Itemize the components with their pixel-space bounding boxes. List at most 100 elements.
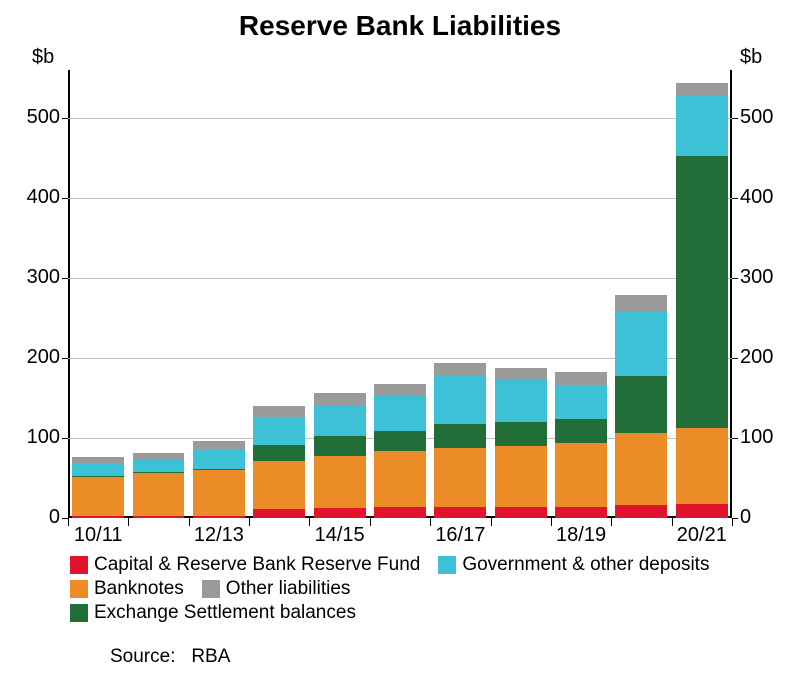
xtick-mark bbox=[491, 518, 492, 526]
bar-segment-other bbox=[555, 372, 607, 385]
ytick-mark bbox=[62, 438, 68, 439]
bar-segment-capital bbox=[314, 508, 366, 518]
bar-segment-gov bbox=[253, 417, 305, 445]
bar-segment-es bbox=[253, 445, 305, 461]
axis-line-right bbox=[730, 70, 732, 518]
legend-swatch bbox=[202, 580, 220, 598]
ytick-right: 0 bbox=[740, 506, 751, 529]
bar-segment-other bbox=[615, 295, 667, 312]
axis-line-left bbox=[68, 70, 70, 518]
bar-segment-other bbox=[676, 83, 728, 97]
bar-segment-banknotes bbox=[133, 473, 185, 516]
ytick-left: 400 bbox=[10, 186, 60, 209]
bar-segment-capital bbox=[253, 509, 305, 518]
bar bbox=[72, 70, 124, 518]
bar-segment-other bbox=[374, 384, 426, 396]
bar-segment-banknotes bbox=[314, 456, 366, 508]
bar bbox=[495, 70, 547, 518]
bar-segment-banknotes bbox=[555, 443, 607, 507]
legend-swatch bbox=[70, 604, 88, 622]
ytick-left: 0 bbox=[10, 506, 60, 529]
bar-segment-other bbox=[133, 453, 185, 460]
ytick-left: 200 bbox=[10, 346, 60, 369]
legend-row: Exchange Settlement balances bbox=[70, 602, 750, 624]
bar-segment-es bbox=[72, 476, 124, 477]
bar-segment-gov bbox=[615, 312, 667, 376]
xtick-label: 12/13 bbox=[189, 524, 249, 547]
ytick-mark bbox=[62, 358, 68, 359]
ytick-mark bbox=[62, 198, 68, 199]
bar bbox=[434, 70, 486, 518]
legend-swatch bbox=[70, 580, 88, 598]
xtick-label: 10/11 bbox=[68, 524, 128, 547]
bar-segment-other bbox=[193, 441, 245, 450]
bar-segment-other bbox=[434, 363, 486, 375]
bar-segment-other bbox=[72, 457, 124, 463]
bar-segment-capital bbox=[555, 507, 607, 518]
chart-container: Reserve Bank Liabilities $b $b Capital &… bbox=[0, 0, 800, 679]
legend-item-capital: Capital & Reserve Bank Reserve Fund bbox=[70, 554, 420, 576]
bar bbox=[133, 70, 185, 518]
legend-label: Government & other deposits bbox=[462, 554, 709, 576]
ytick-left: 300 bbox=[10, 266, 60, 289]
bar-segment-gov bbox=[495, 380, 547, 422]
bar-segment-gov bbox=[434, 375, 486, 425]
ytick-mark bbox=[732, 198, 738, 199]
xtick-mark bbox=[732, 518, 733, 526]
legend: Capital & Reserve Bank Reserve Fund Gover… bbox=[70, 554, 750, 626]
bar-segment-gov bbox=[72, 464, 124, 476]
bar-segment-es bbox=[193, 469, 245, 470]
legend-label: Exchange Settlement balances bbox=[94, 602, 356, 624]
ytick-mark bbox=[732, 118, 738, 119]
ytick-right: 300 bbox=[740, 266, 773, 289]
bar-segment-gov bbox=[193, 450, 245, 469]
y-axis-unit-left: $b bbox=[32, 46, 54, 69]
bar-segment-banknotes bbox=[676, 428, 728, 504]
ytick-mark bbox=[62, 118, 68, 119]
bar-segment-banknotes bbox=[434, 448, 486, 506]
bar-segment-capital bbox=[72, 516, 124, 518]
bar-segment-banknotes bbox=[253, 461, 305, 509]
bar bbox=[555, 70, 607, 518]
bar-segment-banknotes bbox=[193, 470, 245, 516]
y-axis-unit-right: $b bbox=[740, 46, 762, 69]
bar-segment-other bbox=[314, 393, 366, 405]
bar bbox=[193, 70, 245, 518]
legend-item-banknotes: Banknotes bbox=[70, 578, 184, 600]
bar-segment-capital bbox=[133, 516, 185, 518]
bar-segment-capital bbox=[495, 507, 547, 518]
ytick-mark bbox=[732, 278, 738, 279]
bar-segment-capital bbox=[676, 504, 728, 518]
bar-segment-banknotes bbox=[72, 476, 124, 516]
ytick-mark bbox=[732, 358, 738, 359]
xtick-mark bbox=[249, 518, 250, 526]
ytick-left: 500 bbox=[10, 106, 60, 129]
xtick-label: 16/17 bbox=[430, 524, 490, 547]
xtick-mark bbox=[128, 518, 129, 526]
legend-row: Capital & Reserve Bank Reserve Fund Gover… bbox=[70, 554, 750, 576]
bar-segment-capital bbox=[193, 516, 245, 518]
bar-segment-other bbox=[253, 406, 305, 417]
xtick-label: 18/19 bbox=[551, 524, 611, 547]
bar-segment-es bbox=[555, 419, 607, 443]
bar-segment-gov bbox=[314, 405, 366, 435]
bar bbox=[676, 70, 728, 518]
source-label: Source: bbox=[110, 646, 175, 667]
bar-segment-other bbox=[495, 368, 547, 380]
legend-item-gov: Government & other deposits bbox=[438, 554, 709, 576]
bar bbox=[374, 70, 426, 518]
legend-item-other: Other liabilities bbox=[202, 578, 351, 600]
xtick-label: 20/21 bbox=[672, 524, 732, 547]
bar-segment-gov bbox=[676, 96, 728, 156]
plot-area bbox=[68, 70, 732, 518]
chart-title: Reserve Bank Liabilities bbox=[0, 10, 800, 42]
bar bbox=[314, 70, 366, 518]
legend-swatch bbox=[438, 556, 456, 574]
bar-segment-es bbox=[434, 424, 486, 448]
bar-segment-es bbox=[133, 472, 185, 473]
legend-item-es: Exchange Settlement balances bbox=[70, 602, 356, 624]
bar-segment-es bbox=[495, 422, 547, 446]
legend-label: Banknotes bbox=[94, 578, 184, 600]
xtick-label: 14/15 bbox=[309, 524, 369, 547]
legend-swatch bbox=[70, 556, 88, 574]
